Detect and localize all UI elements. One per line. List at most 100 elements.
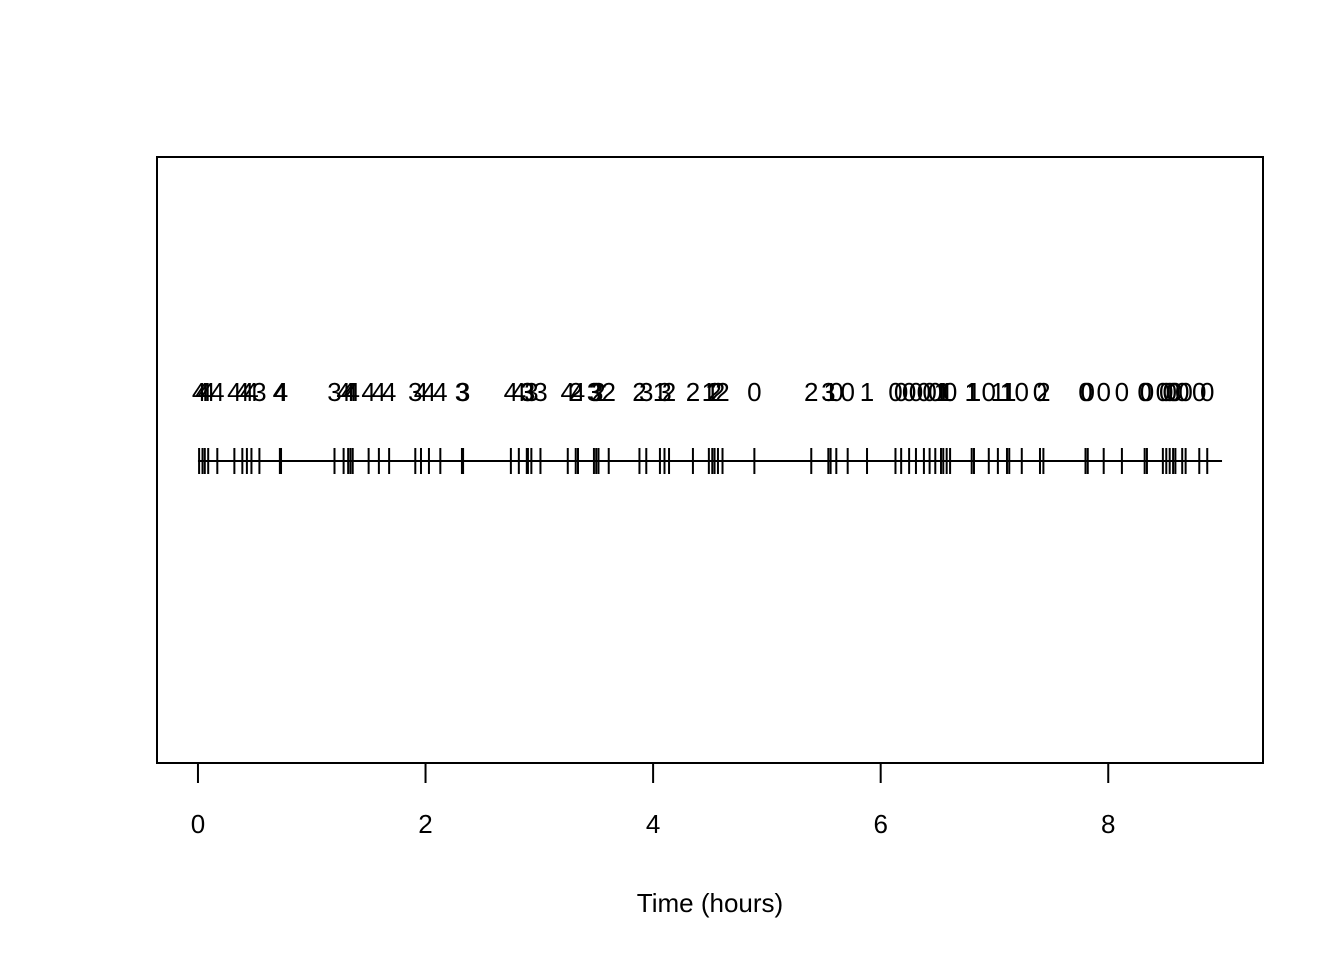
event-label: 1 (1000, 377, 1014, 407)
event-label: 1 (939, 377, 953, 407)
event-label: 0 (1178, 377, 1192, 407)
event-label: 3 (252, 377, 266, 407)
event-label: 4 (240, 377, 254, 407)
event-label: 3 (657, 377, 671, 407)
event-label: 4 (433, 377, 447, 407)
event-label: 2 (711, 377, 725, 407)
event-label: 0 (1137, 377, 1151, 407)
event-label: 4 (343, 377, 357, 407)
event-label: 0 (902, 377, 916, 407)
event-label: 4 (201, 377, 215, 407)
event-label: 3 (587, 377, 601, 407)
event-label: 3 (521, 377, 535, 407)
event-label: 2 (1036, 377, 1050, 407)
event-label: 0 (1200, 377, 1214, 407)
event-label: 1 (705, 377, 719, 407)
event-label: 4 (504, 377, 518, 407)
x-tick-label: 2 (418, 809, 432, 839)
event-label: 1 (967, 377, 981, 407)
event-label: 0 (1175, 377, 1189, 407)
event-label: 2 (707, 377, 721, 407)
event-label: 4 (571, 377, 585, 407)
event-label: 4 (273, 377, 287, 407)
event-label: 3 (520, 377, 534, 407)
x-tick-label: 6 (873, 809, 887, 839)
event-label: 4 (382, 377, 396, 407)
event-label: 0 (888, 377, 902, 407)
event-label: 0 (829, 377, 843, 407)
event-label: 0 (1192, 377, 1206, 407)
event-label: 0 (1015, 377, 1029, 407)
event-label: 3 (639, 377, 653, 407)
x-tick-label: 4 (646, 809, 660, 839)
event-label: 1 (653, 377, 667, 407)
event-label: 1 (936, 377, 950, 407)
event-label: 3 (533, 377, 547, 407)
event-label: 3 (408, 377, 422, 407)
event-label: 1 (702, 377, 716, 407)
event-label: 0 (747, 377, 761, 407)
event-label: 2 (601, 377, 615, 407)
event-label: 0 (917, 377, 931, 407)
event-label: 0 (1140, 377, 1154, 407)
event-label: 1 (991, 377, 1005, 407)
event-label: 1 (823, 377, 837, 407)
x-tick-label: 0 (191, 809, 205, 839)
event-label: 0 (1166, 377, 1180, 407)
event-label: 2 (662, 377, 676, 407)
event-label: 4 (227, 377, 241, 407)
event-label: 1 (934, 377, 948, 407)
event-label: 3 (327, 377, 341, 407)
event-label: 4 (414, 377, 428, 407)
event-label: 2 (632, 377, 646, 407)
event-label: 2 (568, 377, 582, 407)
event-label: 0 (1081, 377, 1095, 407)
event-label: 2 (686, 377, 700, 407)
event-label: 0 (894, 377, 908, 407)
event-label: 0 (1168, 377, 1182, 407)
event-label: 2 (591, 377, 605, 407)
event-label: 4 (361, 377, 375, 407)
event-label: 4 (345, 377, 359, 407)
event-label: 0 (922, 377, 936, 407)
event-label: 4 (372, 377, 386, 407)
event-label: 0 (943, 377, 957, 407)
event-label: 0 (982, 377, 996, 407)
event-label: 4 (341, 377, 355, 407)
event-label: 4 (195, 377, 209, 407)
event-label: 3 (456, 377, 470, 407)
event-label: 0 (1096, 377, 1110, 407)
event-label: 0 (1156, 377, 1170, 407)
event-label: 3 (524, 377, 538, 407)
event-label: 0 (1078, 377, 1092, 407)
event-label: 0 (928, 377, 942, 407)
event-label: 4 (244, 377, 258, 407)
event-label: 0 (1115, 377, 1129, 407)
event-label: 4 (561, 377, 575, 407)
event-label: 4 (512, 377, 526, 407)
event-label: 4 (192, 377, 206, 407)
plot-box (156, 156, 1264, 764)
event-label: 1 (860, 377, 874, 407)
event-label: 0 (1033, 377, 1047, 407)
event-label: 4 (198, 377, 212, 407)
event-label: 2 (715, 377, 729, 407)
event-label: 0 (1162, 377, 1176, 407)
event-label: 0 (1159, 377, 1173, 407)
event-label: 3 (455, 377, 469, 407)
event-label: 0 (840, 377, 854, 407)
event-label: 2 (804, 377, 818, 407)
event-label: 4 (210, 377, 224, 407)
event-label: 0 (909, 377, 923, 407)
event-label: 4 (336, 377, 350, 407)
event-label: 4 (422, 377, 436, 407)
event-label: 3 (821, 377, 835, 407)
event-label: 1 (1002, 377, 1016, 407)
x-tick-label: 8 (1101, 809, 1115, 839)
x-axis-title: Time (hours) (637, 888, 783, 918)
event-label: 3 (589, 377, 603, 407)
event-label: 4 (235, 377, 249, 407)
event-label: 4 (274, 377, 288, 407)
